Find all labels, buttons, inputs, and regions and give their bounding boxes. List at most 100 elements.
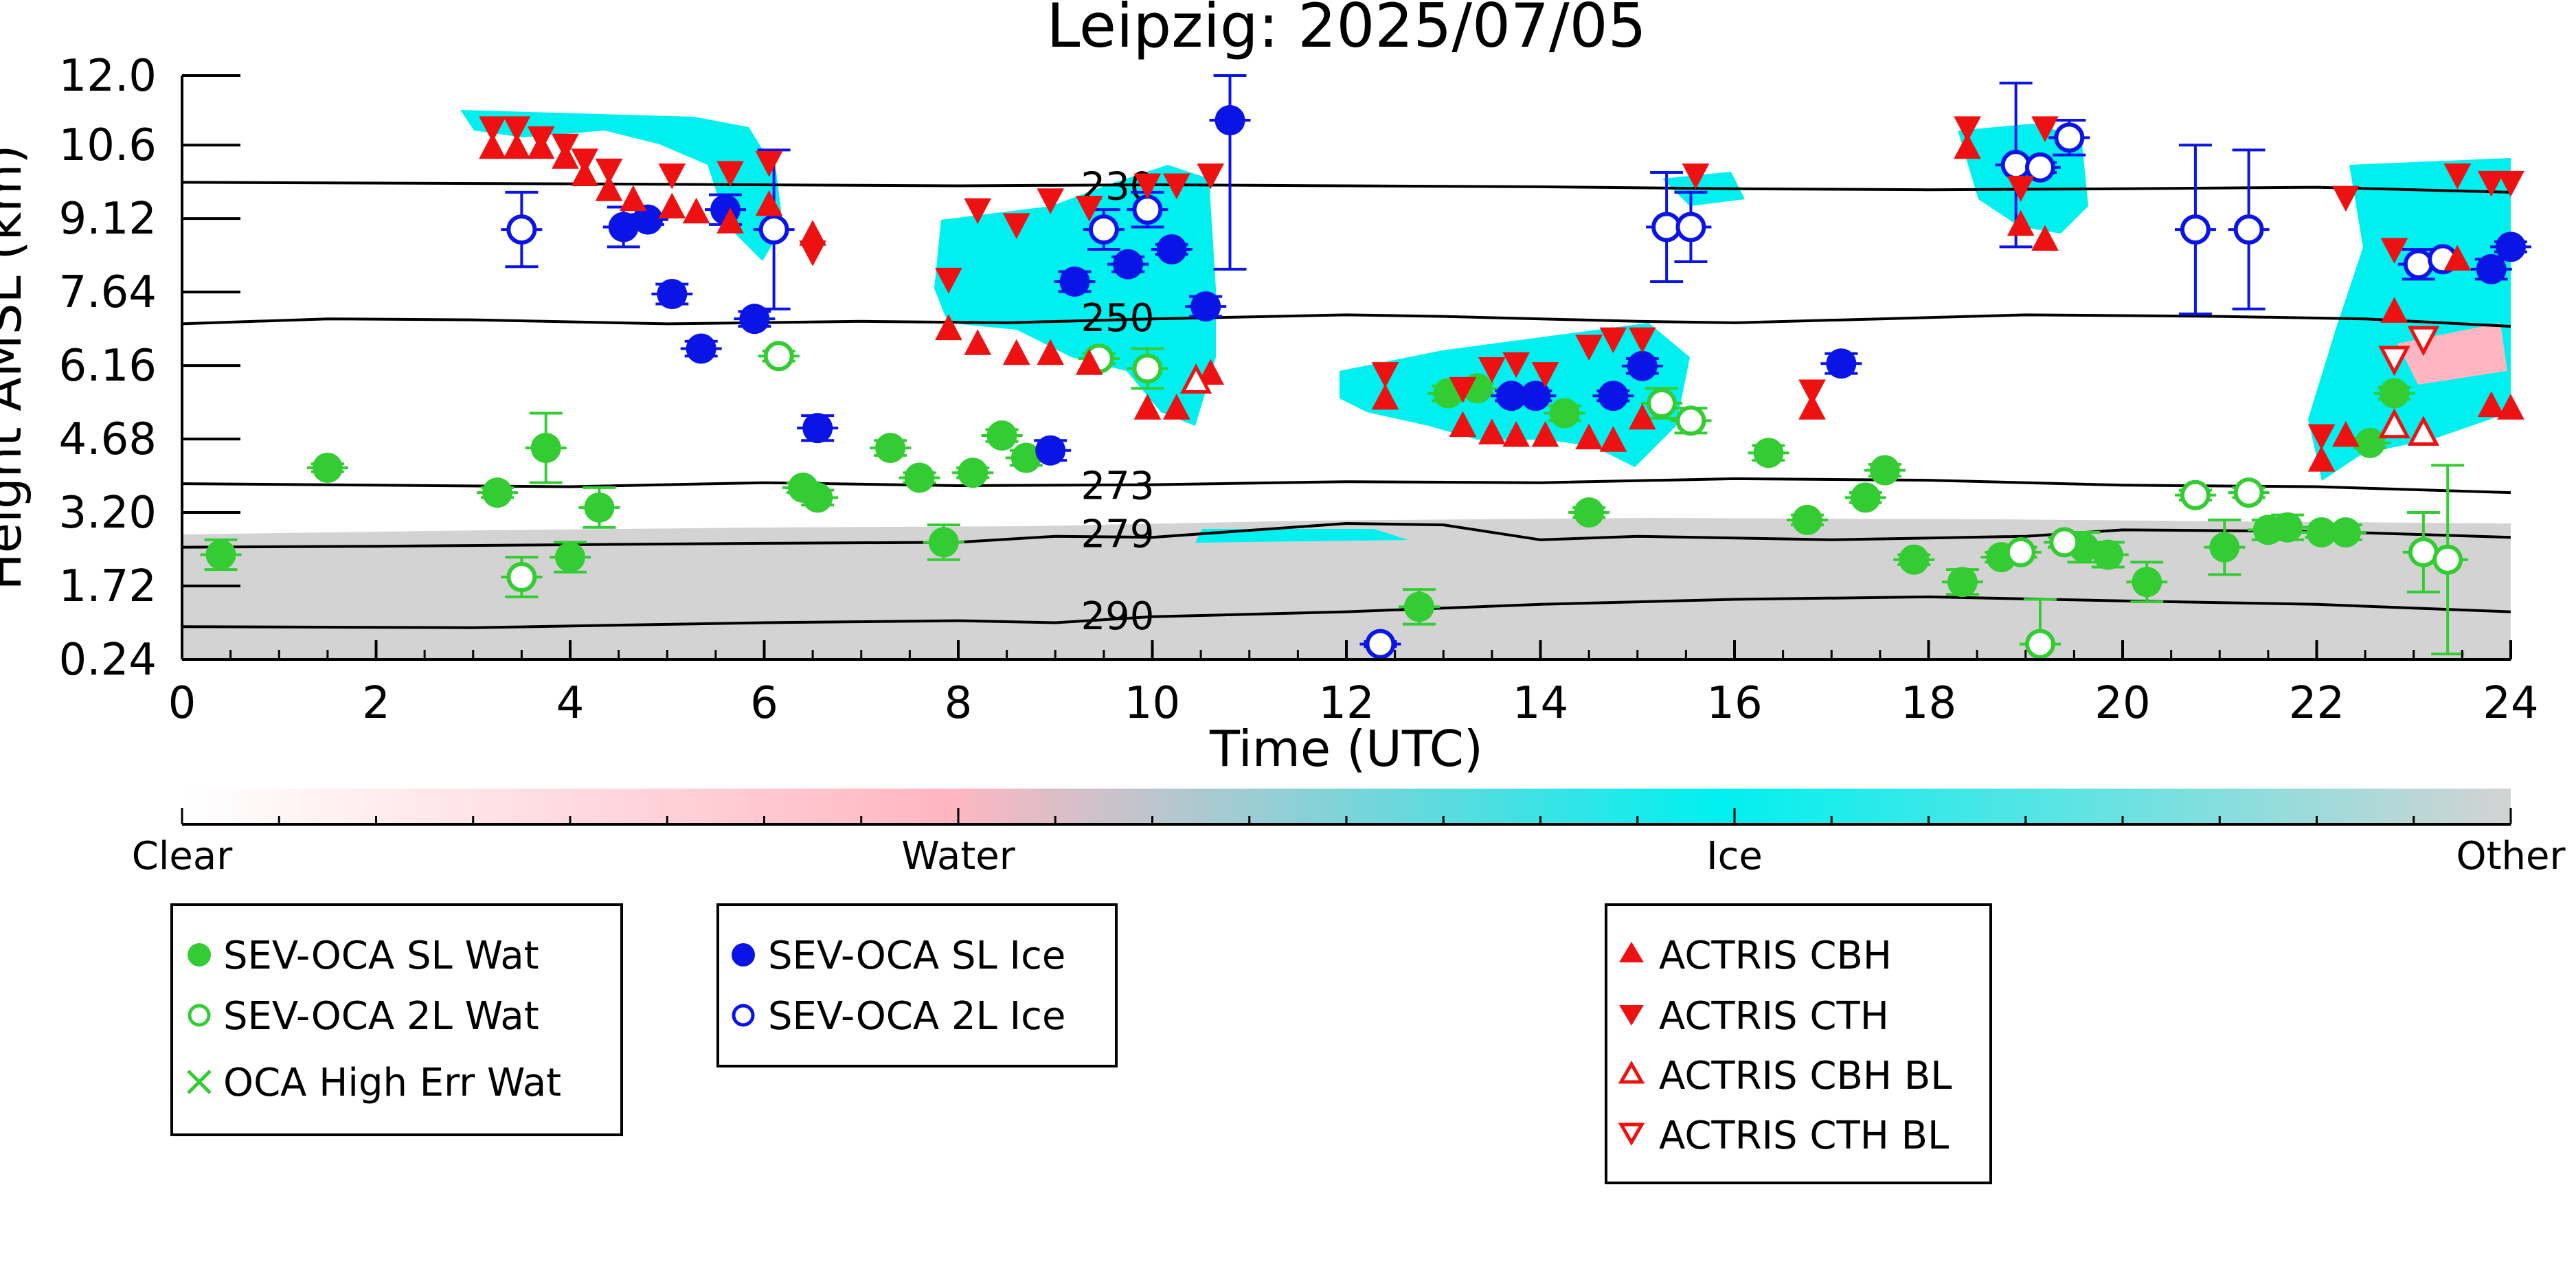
- x-tick-label: 8: [945, 678, 973, 729]
- data-point: [2332, 185, 2360, 212]
- legend-entry-actris-cth-bl: ACTRIS CTH BL: [1618, 1114, 1949, 1158]
- data-point: [2005, 536, 2036, 567]
- data-point: [2180, 479, 2211, 510]
- legend-entry-sl-ice: SEV-OCA SL Ice: [732, 934, 1065, 978]
- data-point: [1599, 426, 1627, 452]
- data-point: [571, 148, 599, 174]
- colorbar-label-water: Water: [901, 834, 1016, 879]
- legend-marker-2l-wat: [188, 1004, 211, 1027]
- legend-label-2l-ice: SEV-OCA 2L Ice: [768, 994, 1065, 1039]
- data-point: [1575, 335, 1603, 361]
- legend-label-high-err-wat: OCA High Err Wat: [223, 1061, 561, 1105]
- data-point: [935, 314, 962, 341]
- data-point: [506, 562, 537, 593]
- data-point: [1531, 420, 1559, 447]
- x-tick-label: 16: [1706, 678, 1762, 729]
- legend-label-sl-wat: SEV-OCA SL Wat: [223, 934, 539, 978]
- data-point: [2407, 416, 2440, 446]
- data-point: [1075, 196, 1103, 222]
- data-point: [928, 527, 959, 558]
- data-point: [763, 341, 794, 372]
- data-point: [503, 133, 531, 159]
- data-point: [875, 433, 906, 464]
- data-point: [1675, 405, 1706, 436]
- data-point: [633, 204, 663, 235]
- data-point: [799, 240, 826, 267]
- legend-label-actris-cbh: ACTRIS CBH: [1659, 934, 1892, 978]
- data-point: [1190, 291, 1221, 322]
- data-point: [1133, 173, 1162, 200]
- data-point: [2306, 517, 2337, 547]
- legend-label-actris-cth-bl: ACTRIS CTH BL: [1659, 1114, 1949, 1158]
- y-tick-label: 9.12: [59, 194, 157, 245]
- x-tick-label: 12: [1318, 678, 1374, 729]
- data-point: [2477, 170, 2505, 197]
- data-point: [1449, 376, 1477, 403]
- data-point: [1478, 357, 1506, 383]
- data-point: [1478, 418, 1506, 444]
- data-point: [2496, 231, 2526, 262]
- data-point: [1575, 423, 1603, 450]
- data-point: [2380, 238, 2408, 264]
- data-point: [1753, 438, 1784, 468]
- data-point: [552, 133, 579, 160]
- legend-box-ice: [716, 903, 1118, 1067]
- data-point: [1449, 411, 1477, 438]
- ice-region: [460, 110, 783, 261]
- data-point: [2497, 170, 2524, 197]
- data-point: [595, 175, 623, 201]
- data-point: [1059, 266, 1090, 297]
- data-point: [1496, 381, 1527, 411]
- data-point: [1549, 398, 1580, 429]
- legend-label-2l-wat: SEV-OCA 2L Wat: [223, 994, 539, 1039]
- data-point: [1869, 455, 1900, 486]
- data-point: [2330, 517, 2361, 547]
- data-point: [1162, 173, 1190, 200]
- data-point: [802, 413, 833, 444]
- data-point: [657, 279, 688, 310]
- data-point: [479, 116, 506, 142]
- legend-label-actris-cth: ACTRIS CTH: [1659, 994, 1889, 1039]
- data-point: [205, 539, 236, 570]
- data-point: [2332, 420, 2360, 447]
- data-point: [2007, 176, 2035, 202]
- x-tick-label: 14: [1513, 678, 1568, 729]
- data-point: [2007, 210, 2035, 236]
- y-tick-label: 0.24: [59, 635, 157, 686]
- data-point: [964, 198, 992, 225]
- data-point: [1798, 394, 1826, 420]
- data-point: [2378, 408, 2410, 439]
- legend-entry-2l-wat: SEV-OCA 2L Wat: [188, 994, 539, 1039]
- contour-line: [181, 595, 2511, 629]
- data-point: [2403, 249, 2434, 280]
- data-point: [2132, 567, 2162, 598]
- data-point: [1850, 482, 1881, 513]
- data-point: [1132, 353, 1163, 384]
- data-point: [1792, 504, 1822, 535]
- data-point: [2355, 427, 2386, 458]
- data-point: [2000, 150, 2031, 181]
- data-point: [682, 197, 710, 224]
- data-point: [1010, 442, 1041, 473]
- legend-marker-sl-ice: [732, 943, 755, 967]
- data-point: [1365, 629, 1396, 659]
- x-tick-label: 2: [362, 678, 390, 729]
- data-point: [2432, 544, 2463, 575]
- legend-marker-actris-cth: [1619, 1005, 1644, 1026]
- data-point: [2477, 391, 2505, 418]
- x-tick-label: 24: [2483, 678, 2538, 729]
- data-point: [2378, 346, 2410, 376]
- data-point: [1502, 352, 1530, 379]
- data-point: [2049, 527, 2080, 558]
- data-point: [755, 150, 783, 177]
- data-point: [2272, 512, 2303, 543]
- data-point: [1035, 435, 1066, 466]
- data-point: [584, 492, 615, 523]
- data-point: [935, 267, 962, 294]
- y-tick-label: 3.20: [59, 488, 157, 539]
- legend-marker-2l-ice: [732, 1004, 755, 1027]
- legend-marker-actris-cbh-bl: [1618, 1060, 1645, 1084]
- legend-marker-actris-cth-bl: [1618, 1122, 1645, 1146]
- x-tick-label: 22: [2289, 678, 2345, 729]
- x-tick-label: 20: [2094, 678, 2150, 729]
